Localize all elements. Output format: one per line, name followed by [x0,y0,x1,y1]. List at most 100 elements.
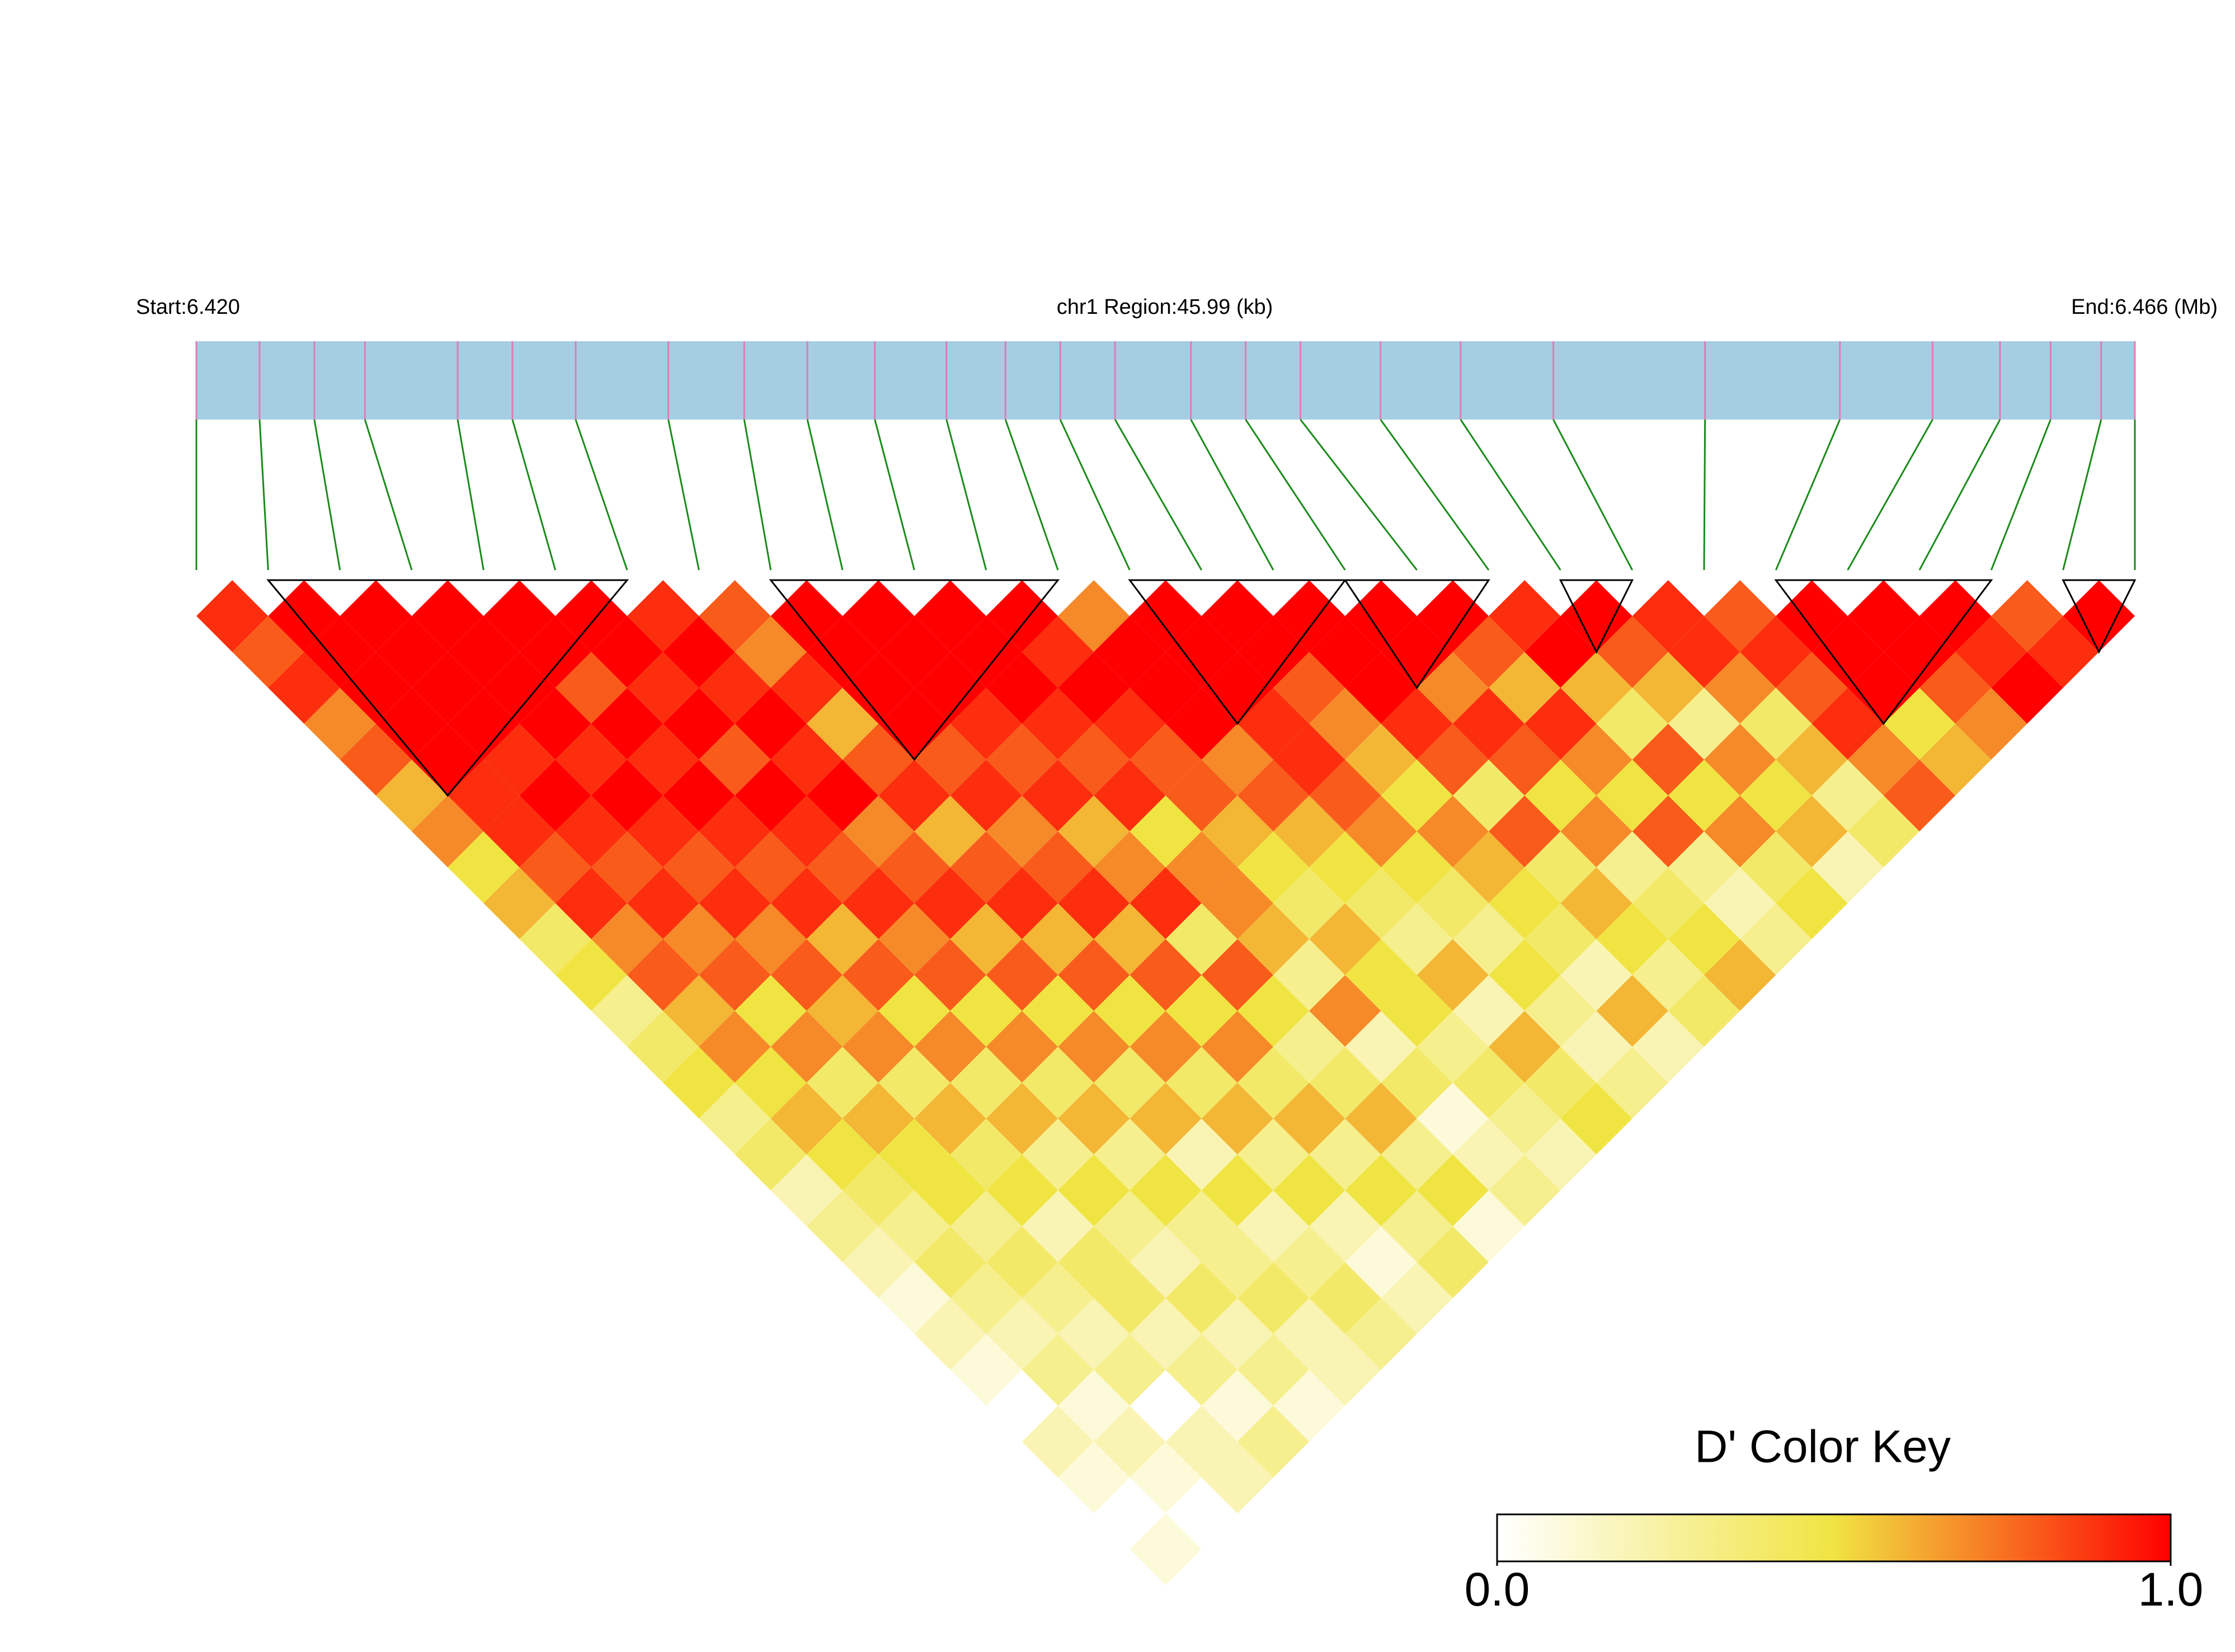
ld-cell [1022,759,1094,832]
ld-cell [663,759,735,832]
ld-cell [806,1118,879,1190]
ld-cell [555,652,627,724]
ld-cell [1417,723,1489,796]
ld-cell [1560,580,1632,652]
ld-cell [1632,867,1704,939]
ld-cell [1345,867,1417,939]
ld-cell [1130,1082,1202,1155]
ld-cell [1309,688,1381,760]
ld-cell [1560,796,1632,868]
ld-cell [914,1011,986,1083]
ld-cell [1237,1047,1310,1119]
ld-cell [1883,759,1956,832]
ld-cell [986,939,1058,1011]
ld-cell [1452,831,1525,903]
ld-cell [1417,796,1489,868]
ld-cell [1237,688,1310,760]
ld-cell [914,580,986,652]
ld-cell [1776,580,1848,652]
ld-cell [1237,1334,1310,1406]
ld-cell [1165,1190,1238,1263]
color-key [1496,1513,2172,1562]
ld-cell [1345,1226,1417,1298]
ld-cell [555,867,627,939]
ld-cell [986,652,1058,724]
ld-cell [699,796,771,868]
ld-cell [1847,580,1919,652]
ld-cell [1309,975,1381,1047]
ld-cell [1524,1047,1597,1119]
ld-cell [627,867,699,939]
ld-cell [1094,1334,1166,1406]
key-tick-label: 1.0 [2138,1563,2204,1616]
ld-cell [591,975,664,1047]
ld-cell [1668,831,1740,903]
ld-cell [1381,975,1453,1047]
ld-cell [806,616,879,688]
ld-cell [1130,723,1202,796]
ld-cell [950,759,1022,832]
ld-cell [986,723,1058,796]
ld-cell [591,688,664,760]
ld-cell [1237,1262,1310,1334]
ld-cell [1632,723,1704,796]
ld-cell [663,903,735,975]
ld-cell [1632,1011,1704,1083]
ld-cell [770,652,843,724]
ld-cell [1776,652,1848,724]
ld-cell [699,580,771,652]
ld-cell [1201,580,1273,652]
ld-cell [1668,975,1740,1047]
ld-cell [591,759,664,832]
snp-connector [874,419,915,571]
ld-cell [1130,1226,1202,1298]
ld-cell [1022,1047,1094,1119]
snp-connector [806,419,844,571]
ld-cell [770,939,843,1011]
ld-cell [1273,1298,1345,1370]
ld-cell [1058,652,1130,724]
ld-cell [519,903,591,975]
ld-cell [1847,652,1919,724]
ld-cell [1776,867,1848,939]
ld-cell [1524,975,1597,1047]
ld-cell [986,1011,1058,1083]
ld-cell [1847,796,1919,868]
ld-cell [1130,1154,1202,1226]
ld-cell [1130,1369,1202,1442]
ld-cell [1130,867,1202,939]
ld-cell [1524,688,1597,760]
ld-cell [1560,1082,1632,1155]
ld-cell [1524,1118,1597,1190]
ld-cell [1022,616,1094,688]
snp-connector [1114,419,1202,571]
ld-cell [1632,939,1704,1011]
ld-cell [1022,975,1094,1047]
ld-cell [843,867,915,939]
ld-cell [555,939,627,1011]
ld-cell [986,1226,1058,1298]
ld-cell [1704,652,1776,724]
ld-cell [1022,1334,1094,1406]
ld-cell [699,939,771,1011]
ld-cell [1273,652,1345,724]
snp-connector [667,419,700,571]
ld-cell [1201,652,1273,724]
ld-cell [1309,1047,1381,1119]
start-label: Start:6.420 [136,295,240,319]
ld-cell [806,1047,879,1119]
ld-cell [1847,723,1919,796]
ld-block [1128,579,1347,726]
ld-cell [1058,1298,1130,1370]
ld-cell [770,796,843,868]
ld-cell [1524,759,1597,832]
ld-block [266,579,629,797]
ld-cell [878,1118,951,1190]
ld-cell [1130,1011,1202,1083]
ld-cell [1273,867,1345,939]
ld-cell [1524,903,1597,975]
ld-cell [1704,867,1776,939]
ld-cell [1417,939,1489,1011]
ld-cell [1452,1047,1525,1119]
ld-cell [340,652,412,724]
